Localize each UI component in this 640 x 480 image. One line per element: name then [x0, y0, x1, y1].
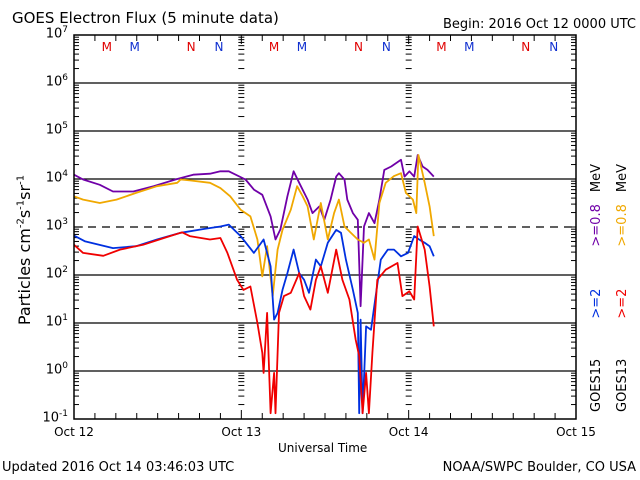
legend-goes15-unit: MeV — [589, 164, 604, 193]
ylabel-sr: sr — [15, 184, 34, 200]
y-tick-label: 10-1 — [28, 409, 68, 425]
y-tick-exp: 2 — [62, 265, 68, 275]
legend-goes15-high: >=0.8 — [589, 204, 604, 247]
marker-n: N — [353, 40, 363, 54]
plot-frame — [73, 34, 577, 420]
y-tick-label: 100 — [28, 361, 68, 377]
x-axis-label: Universal Time — [278, 441, 368, 455]
series-line-4 — [73, 225, 435, 415]
x-tick-label: Oct 14 — [388, 425, 429, 439]
y-tick-base: 10 — [45, 266, 63, 282]
y-tick-exp: 1 — [62, 313, 68, 323]
y-tick-exp: 7 — [62, 25, 68, 35]
marker-m: M — [101, 40, 112, 54]
legend-goes15: GOES15 >=2 >=0.8 MeV — [589, 152, 604, 412]
marker-m: M — [436, 40, 447, 54]
chart-title: GOES Electron Flux (5 minute data) — [12, 9, 279, 27]
marker-m: M — [129, 40, 140, 54]
y-tick-exp: 4 — [62, 169, 68, 179]
y-tick-label: 107 — [28, 25, 68, 41]
ylabel-exp: -1 — [15, 174, 27, 185]
updated-timestamp: Updated 2016 Oct 14 03:46:03 UTC — [2, 460, 235, 475]
y-tick-label: 106 — [28, 73, 68, 89]
marker-m: M — [268, 40, 280, 54]
marker-m: M — [464, 40, 475, 54]
ylabel-exp: -2 — [15, 218, 27, 229]
y-tick-base: 10 — [45, 218, 63, 234]
y-tick-label: 105 — [28, 121, 68, 137]
x-tick-label: Oct 15 — [556, 425, 596, 439]
y-tick-base: 10 — [42, 410, 60, 426]
begin-time: Begin: 2016 Oct 12 0000 UTC — [442, 17, 636, 32]
y-tick-exp: -1 — [59, 409, 68, 419]
y-tick-label: 101 — [28, 313, 68, 329]
y-tick-base: 10 — [45, 122, 63, 138]
x-tick-label: Oct 12 — [54, 425, 94, 439]
y-axis-label: Particles cm-2s-1sr-1 — [15, 175, 34, 325]
marker-n: N — [381, 40, 391, 54]
y-tick-base: 10 — [45, 74, 63, 90]
series-line-3 — [73, 223, 435, 415]
y-tick-label: 103 — [28, 217, 68, 233]
legend-goes13-sat: GOES13 — [615, 358, 630, 412]
marker-n: N — [549, 40, 559, 54]
y-tick-base: 10 — [45, 362, 63, 378]
credit-text: NOAA/SWPC Boulder, CO USA — [442, 460, 636, 475]
marker-n: N — [521, 40, 531, 54]
y-tick-exp: 3 — [62, 217, 68, 227]
legend-goes13-high: >=0.8 — [615, 204, 630, 247]
legend-goes13-unit: MeV — [615, 164, 630, 193]
y-tick-exp: 0 — [62, 361, 68, 371]
series-line-2 — [73, 154, 435, 298]
y-tick-base: 10 — [45, 314, 63, 330]
ylabel-exp: -1 — [15, 199, 27, 210]
y-tick-exp: 5 — [62, 121, 68, 131]
legend-goes13: GOES13 >=2 >=0.8 MeV — [615, 152, 630, 412]
y-tick-exp: 6 — [62, 73, 68, 83]
marker-m: M — [296, 40, 308, 54]
legend-goes15-sat: GOES15 — [589, 358, 604, 412]
y-tick-base: 10 — [45, 26, 63, 42]
marker-n: N — [186, 40, 196, 54]
x-tick-label: Oct 13 — [221, 425, 262, 439]
y-tick-label: 102 — [28, 265, 68, 281]
y-tick-base: 10 — [45, 170, 63, 186]
marker-n: N — [214, 40, 224, 54]
legend-goes15-low: >=2 — [589, 288, 604, 319]
y-tick-label: 104 — [28, 169, 68, 185]
legend-goes13-low: >=2 — [615, 288, 630, 319]
